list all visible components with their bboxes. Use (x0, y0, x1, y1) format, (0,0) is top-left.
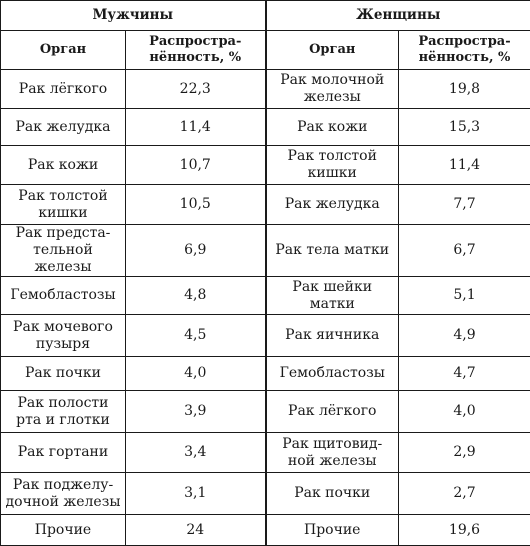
women-prevalence-cell: 4,9 (399, 315, 530, 357)
men-prevalence-cell: 3,1 (126, 473, 266, 515)
women-prevalence-cell: 15,3 (399, 109, 530, 146)
col-prevalence-women: Распростра-нённость, % (399, 31, 530, 70)
men-prevalence-cell: 6,9 (126, 225, 266, 277)
men-prevalence-cell: 10,5 (126, 185, 266, 225)
women-prevalence-cell: 6,7 (399, 225, 530, 277)
women-prevalence-cell: 19,6 (399, 515, 530, 546)
men-organ-cell: Рак гортани (1, 433, 126, 473)
group-men: Мужчины (1, 1, 266, 31)
men-prevalence-cell: 4,8 (126, 277, 266, 315)
women-organ-cell: Рак желудка (266, 185, 399, 225)
men-prevalence-cell: 3,4 (126, 433, 266, 473)
women-organ-cell: Рак яичника (266, 315, 399, 357)
men-organ-cell: Прочие (1, 515, 126, 546)
men-organ-cell: Рак кожи (1, 146, 126, 185)
men-prevalence-cell: 4,5 (126, 315, 266, 357)
group-women: Женщины (266, 1, 530, 31)
women-organ-cell: Гемобластозы (266, 357, 399, 391)
men-prevalence-cell: 11,4 (126, 109, 266, 146)
men-prevalence-cell: 3,9 (126, 391, 266, 433)
women-prevalence-cell: 2,9 (399, 433, 530, 473)
men-prevalence-cell: 24 (126, 515, 266, 546)
women-prevalence-cell: 4,0 (399, 391, 530, 433)
men-prevalence-cell: 22,3 (126, 70, 266, 109)
women-prevalence-cell: 7,7 (399, 185, 530, 225)
women-organ-cell: Рак кожи (266, 109, 399, 146)
women-organ-cell: Рак лёгкого (266, 391, 399, 433)
women-organ-cell: Рак тела матки (266, 225, 399, 277)
women-prevalence-cell: 19,8 (399, 70, 530, 109)
men-organ-cell: Рак лёгкого (1, 70, 126, 109)
men-prevalence-cell: 10,7 (126, 146, 266, 185)
men-prevalence-cell: 4,0 (126, 357, 266, 391)
women-prevalence-cell: 11,4 (399, 146, 530, 185)
men-organ-cell: Рак поджелу-дочной железы (1, 473, 126, 515)
column-header-row: Орган Распростра-нённость, % Орган Распр… (1, 31, 530, 70)
col-organ-women: Орган (266, 31, 399, 70)
group-header-row: Мужчины Женщины (1, 1, 530, 31)
col-prevalence-men: Распростра-нённость, % (126, 31, 266, 70)
col-organ-men: Орган (1, 31, 126, 70)
women-prevalence-cell: 4,7 (399, 357, 530, 391)
women-organ-cell: Прочие (266, 515, 399, 546)
women-organ-cell: Рак щитовид-ной железы (266, 433, 399, 473)
women-prevalence-cell: 5,1 (399, 277, 530, 315)
table-header: Мужчины Женщины Орган Распростра-нённост… (1, 1, 530, 70)
men-organ-cell: Рак предста-тельной железы (1, 225, 126, 277)
women-prevalence-cell: 2,7 (399, 473, 530, 515)
men-organ-cell: Рак почки (1, 357, 126, 391)
men-organ-cell: Гемобластозы (1, 277, 126, 315)
men-organ-cell: Рак желудка (1, 109, 126, 146)
women-organ-cell: Рак почки (266, 473, 399, 515)
